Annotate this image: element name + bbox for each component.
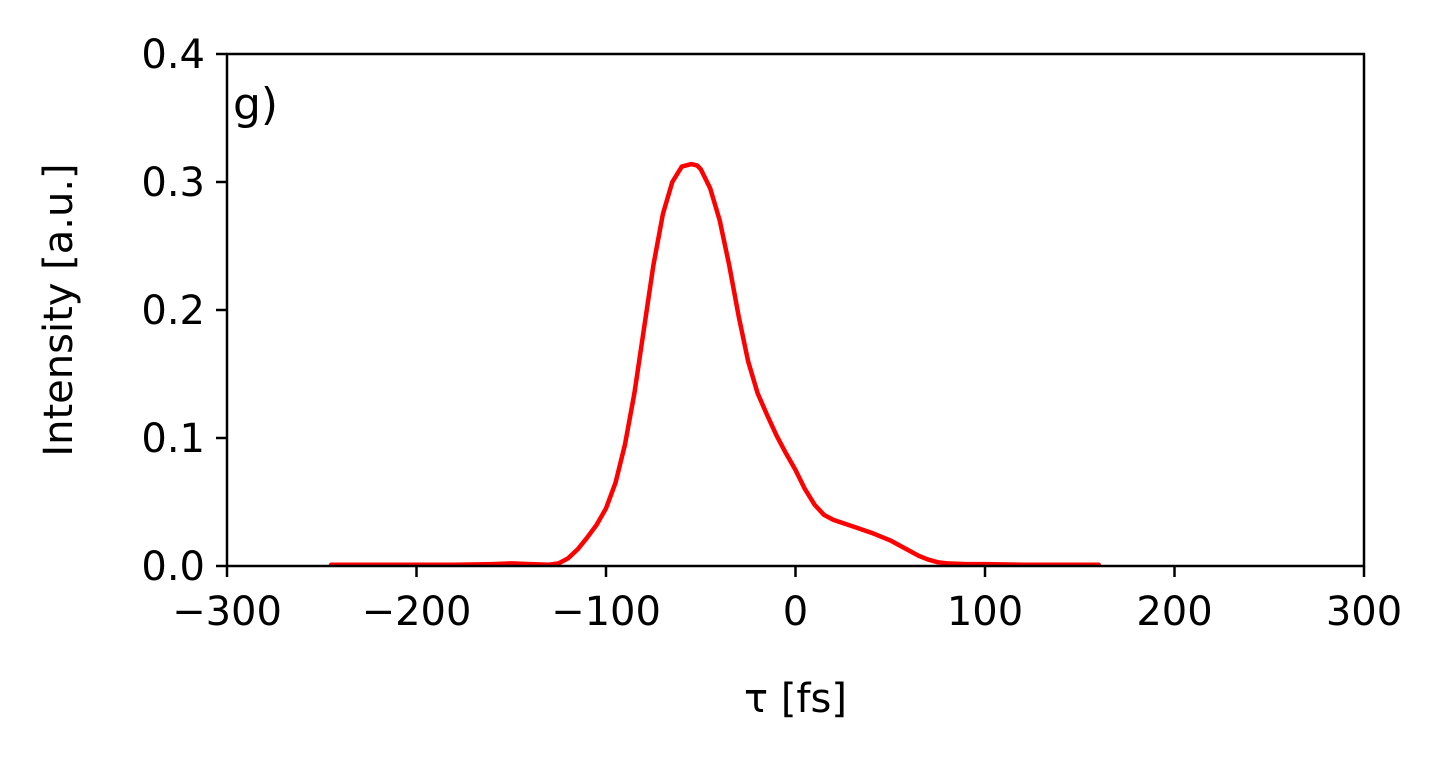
y-tick-label: 0.2 (141, 288, 205, 334)
y-tick-label: 0.4 (141, 32, 205, 78)
panel-label: g) (233, 79, 278, 130)
x-tick-label: 300 (1326, 589, 1402, 635)
x-tick-label: 100 (947, 589, 1023, 635)
y-tick-label: 0.1 (141, 416, 205, 462)
x-axis-label: τ [fs] (744, 676, 847, 722)
y-axis-label: Intensity [a.u.] (36, 163, 82, 456)
x-tick-label: 0 (783, 589, 808, 635)
plot-frame (225, 52, 1366, 568)
y-tick-label: 0.3 (141, 160, 205, 206)
x-tick-label: −100 (551, 589, 661, 635)
axis-ticks: −300 −200 −100 0 100 200 300 0.0 0.1 0.2 0.3 0.4 (141, 32, 1402, 635)
x-tick-label: −200 (362, 589, 472, 635)
series-layer (328, 161, 1101, 567)
y-tick-label: 0.0 (141, 544, 205, 590)
series-line (328, 161, 1101, 567)
x-tick-label: −300 (172, 589, 282, 635)
x-tick-label: 200 (1136, 589, 1212, 635)
